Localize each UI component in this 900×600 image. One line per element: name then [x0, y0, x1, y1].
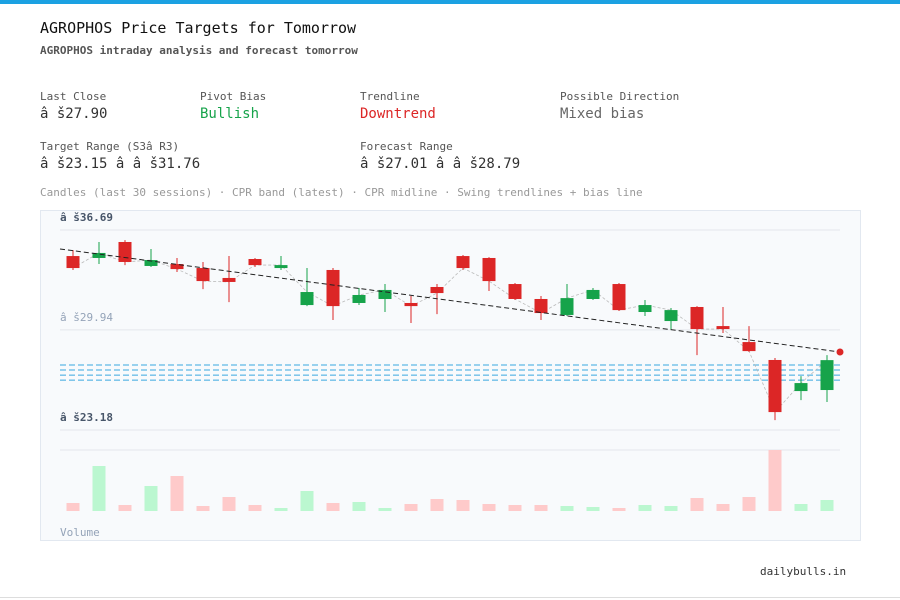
- chart: â š36.69 â š29.94 â š23.18 Volume: [40, 210, 861, 541]
- volume-bar: [690, 498, 704, 511]
- candle-body: [794, 383, 808, 392]
- candle-body: [456, 256, 470, 269]
- stat-value: Bullish: [200, 106, 260, 122]
- volume-bar: [794, 504, 808, 511]
- trendline: [59, 248, 841, 353]
- volume-bar: [326, 503, 340, 511]
- volume-bar: [118, 505, 132, 511]
- candle-body: [300, 292, 314, 306]
- volume-bar: [248, 505, 262, 511]
- title: AGROPHOS Price Targets for Tomorrow: [40, 19, 357, 37]
- candle-body: [378, 289, 392, 299]
- candle-body: [222, 277, 236, 282]
- chart-caption: Candles (last 30 sessions) · CPR band (l…: [40, 186, 643, 199]
- volume-bar: [742, 497, 756, 511]
- candle-body: [170, 264, 184, 270]
- candle-body: [690, 306, 704, 330]
- candle-body: [716, 326, 730, 330]
- candle-body: [144, 260, 158, 266]
- volume-bar: [508, 505, 522, 511]
- volume-bar: [352, 502, 366, 511]
- candle-body: [768, 359, 782, 413]
- candle-body: [274, 265, 288, 269]
- stat-value: Downtrend: [360, 106, 436, 122]
- candle-body: [508, 284, 522, 299]
- candle-body: [92, 252, 106, 258]
- stat-label: Trendline: [360, 90, 420, 103]
- volume-bar: [664, 506, 678, 511]
- footer: dailybulls.in: [760, 565, 847, 578]
- y-tick-label: â š23.18: [60, 411, 113, 424]
- volume-label: Volume: [60, 526, 100, 539]
- volume-bar: [768, 450, 782, 511]
- volume-bar: [404, 504, 418, 511]
- stat-value: â š23.15 â â š31.76: [40, 156, 201, 172]
- candle-body: [482, 257, 496, 282]
- bottom-bar: [0, 597, 900, 598]
- subtitle: AGROPHOS intraday analysis and forecast …: [40, 44, 358, 57]
- stat-label: Pivot Bias: [200, 90, 267, 103]
- volume-bar: [222, 497, 236, 511]
- volume-bar: [430, 499, 444, 511]
- candle-body: [404, 302, 418, 307]
- candle-body: [612, 284, 626, 311]
- candle-body: [352, 294, 366, 303]
- candle-body: [560, 298, 574, 315]
- volume-bar: [586, 507, 600, 511]
- stat-label: Possible Direction: [560, 90, 680, 103]
- trendline-end: [836, 348, 844, 356]
- y-tick-label: â š36.69: [60, 211, 113, 224]
- candle-body: [586, 289, 600, 299]
- candle-body: [66, 256, 80, 269]
- candle-body: [820, 360, 834, 391]
- candle-body: [430, 286, 444, 294]
- stat-label: Last Close: [40, 90, 107, 103]
- volume-bar: [612, 508, 626, 511]
- volume-bar: [378, 508, 392, 511]
- candle-body: [742, 342, 756, 352]
- candle-body: [248, 259, 262, 266]
- volume-bar: [170, 476, 184, 511]
- candle-body: [638, 305, 652, 313]
- stat-value: â š27.90: [40, 106, 108, 122]
- y-tick-label: â š29.94: [60, 311, 113, 324]
- stat-value: â š27.01 â â š28.79: [360, 156, 521, 172]
- volume-bar: [274, 508, 288, 511]
- volume-bar: [456, 500, 470, 511]
- stat-label: Target Range (S3â R3): [40, 140, 180, 153]
- volume-bar: [534, 505, 548, 511]
- candle-body: [196, 268, 210, 282]
- volume-bar: [560, 506, 574, 511]
- candle-body: [534, 298, 548, 314]
- volume-bar: [300, 491, 314, 511]
- stat-value: Mixed bias: [560, 106, 645, 122]
- volume-bar: [820, 500, 834, 511]
- candle-body: [118, 241, 132, 262]
- volume-bar: [638, 505, 652, 511]
- volume-bar: [92, 466, 106, 511]
- volume-bar: [482, 504, 496, 511]
- volume-bar: [196, 506, 210, 511]
- volume-bar: [66, 503, 80, 511]
- volume-bar: [144, 486, 158, 511]
- volume-bar: [716, 504, 730, 511]
- top-bar: [0, 0, 900, 4]
- candle-body: [326, 269, 340, 307]
- candle-body: [664, 310, 678, 322]
- stat-label: Forecast Range: [360, 140, 453, 153]
